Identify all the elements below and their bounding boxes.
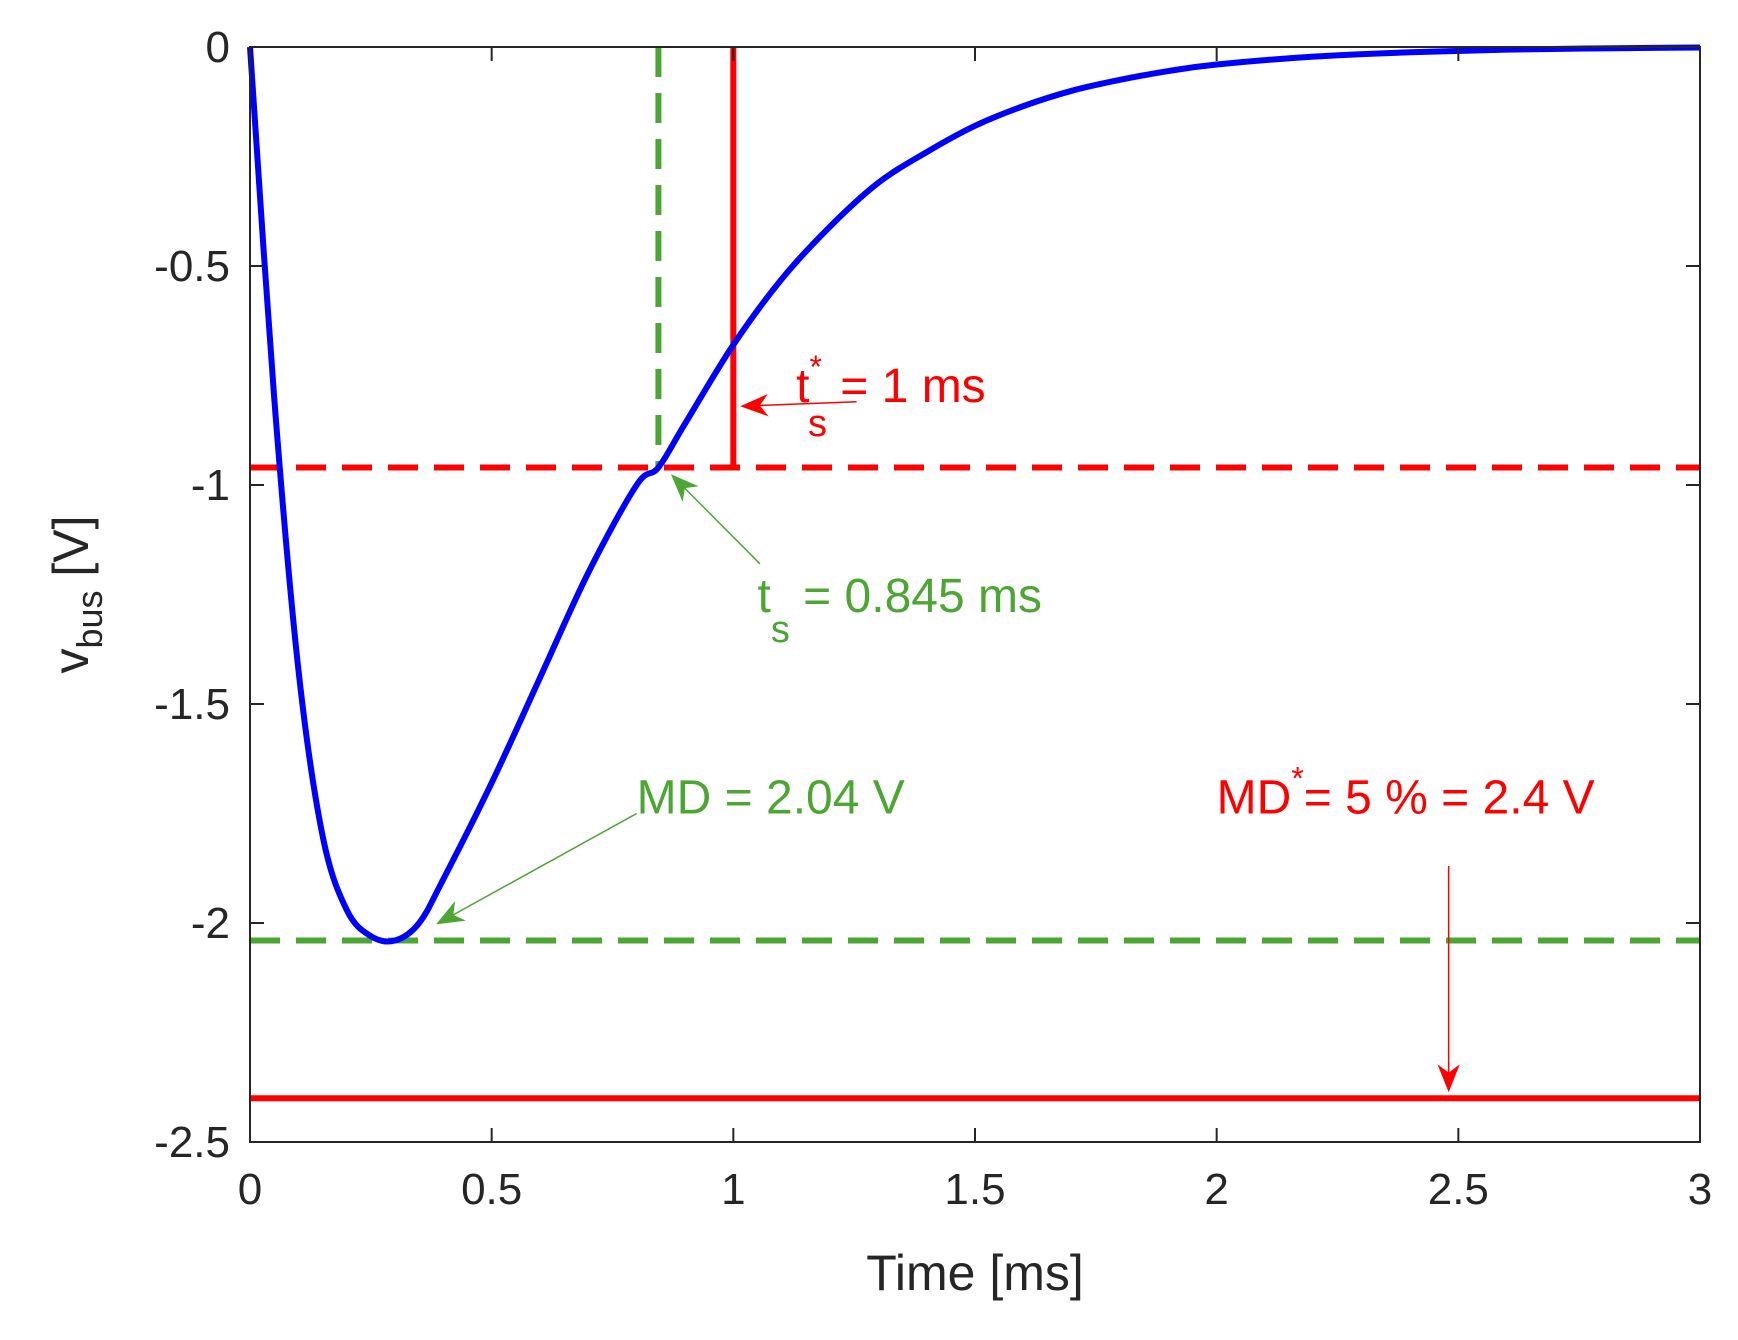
y-tick-label: -2.5: [154, 1118, 230, 1167]
x-tick-label: 0.5: [461, 1165, 522, 1214]
annotation-arrow: [670, 474, 761, 565]
x-axis-label: Time [ms]: [866, 1245, 1084, 1301]
y-tick-label: -1.5: [154, 680, 230, 729]
x-tick-label: 1: [721, 1165, 745, 1214]
series-line: [247, 44, 1701, 945]
annotation-arrow: [436, 812, 638, 925]
x-tick-label: 1.5: [944, 1165, 1005, 1214]
x-tick-label: 0: [238, 1165, 262, 1214]
annotations: t* s = 1 ms ts = 0.845 ms MD = 2.04 V MD*= 5…: [436, 349, 1595, 1093]
y-tick-label: -0.5: [154, 242, 230, 291]
x-tick-label: 2.5: [1428, 1165, 1489, 1214]
x-tick-label: 2: [1204, 1165, 1228, 1214]
annotation-label: ts = 0.845 ms: [758, 570, 1042, 651]
annotation-arrow: [740, 393, 857, 417]
plot-area: [247, 44, 1701, 1102]
x-tick-label: 3: [1688, 1165, 1712, 1214]
y-axis-label: vbus [V]: [43, 515, 110, 673]
y-tick-label: 0: [206, 23, 230, 72]
annotation-label: MD = 2.04 V: [637, 772, 905, 825]
annotation-label: t* s = 1 ms: [796, 349, 986, 445]
annotation-label: MD*= 5 % = 2.4 V: [1217, 761, 1595, 825]
axes: 0 0.5 1 1.5 2 2.5 3 0 -0.5 -1 -1.5 -2 -2.5 Time [ms] v…: [43, 23, 1712, 1301]
y-tick-label: -2: [191, 899, 230, 948]
y-tick-label: -1: [191, 461, 230, 510]
